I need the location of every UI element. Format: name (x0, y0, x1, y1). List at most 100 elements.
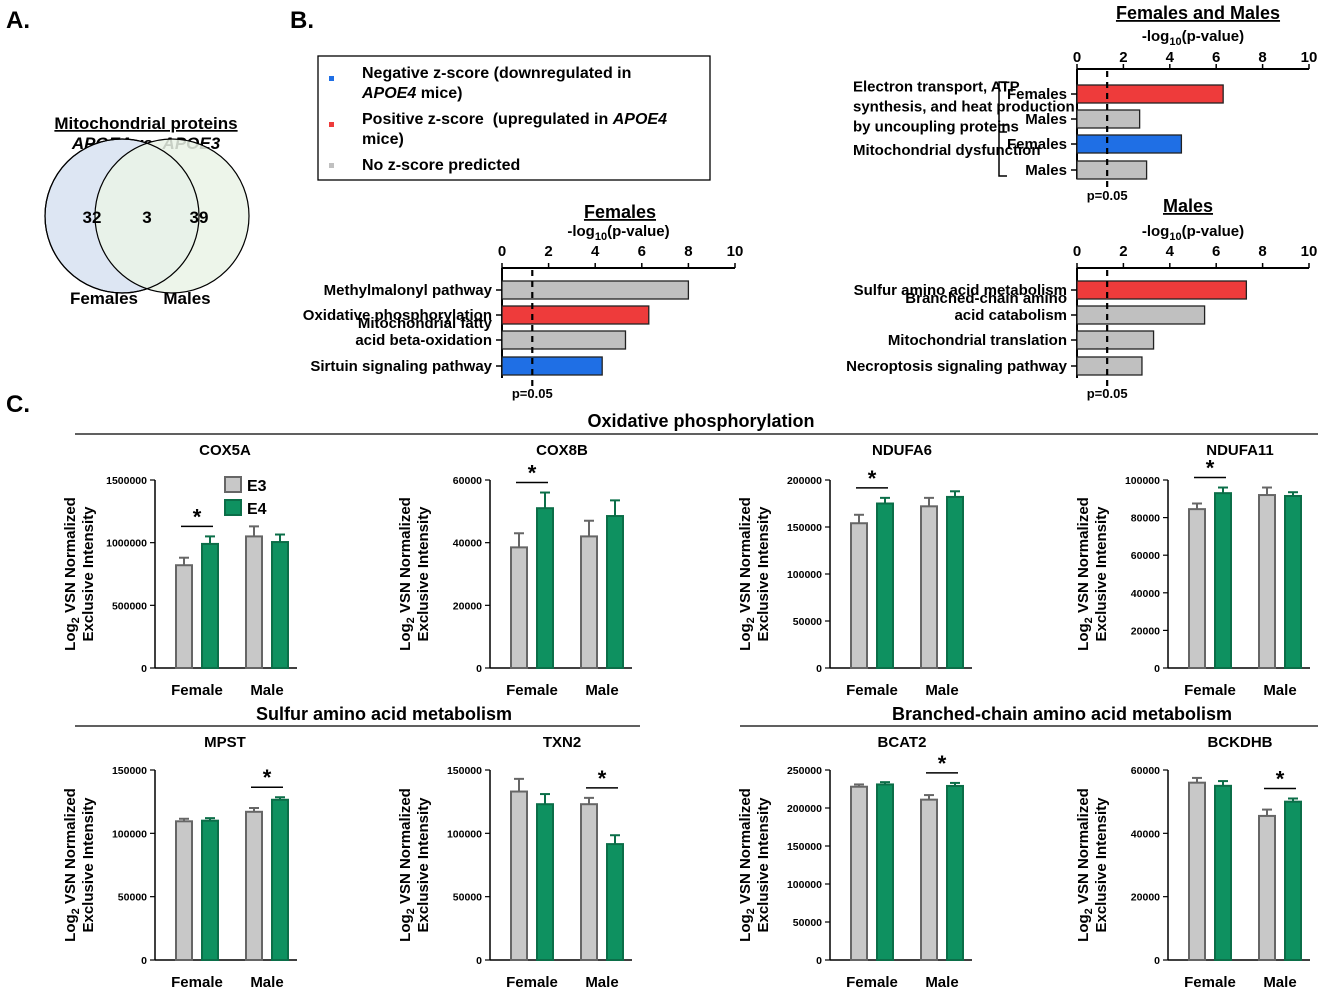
bar-y-tick-label: 20000 (1131, 625, 1160, 637)
legend-swatch-e4 (224, 499, 242, 516)
bar-y-tick-label: 20000 (1131, 892, 1160, 904)
pathway-tick-label: 6 (1212, 49, 1220, 66)
bar-e4 (201, 819, 219, 962)
bar-e3 (850, 785, 868, 961)
bar-chart-cox8b: COX8B Log2 VSN Normalized Exclusive Intens… (397, 442, 632, 699)
pathway-tick-label: 0 (498, 243, 506, 260)
pathway-row-label: acid beta-oxidation (355, 332, 492, 349)
pathway-bar (1076, 84, 1224, 104)
bar-category-label: Male (1263, 682, 1296, 699)
bar-y-tick-label: 1500000 (106, 475, 147, 487)
venn-circle-females-outline (44, 138, 200, 294)
pathway-tick-label: 6 (638, 243, 646, 260)
pathway-row-label: Females (1007, 86, 1067, 103)
bar-y-tick-label: 100000 (447, 828, 482, 840)
bar-y-tick-label: 0 (1154, 663, 1160, 675)
panel-label-c: C. (6, 391, 30, 418)
pathway-bar (1076, 356, 1143, 376)
legend-neutral: No z-score predicted (362, 157, 520, 174)
y-axis-label-line1: Log2 VSN Normalized (1075, 497, 1095, 651)
y-axis-label-line2: Exclusive Intensity (755, 797, 772, 933)
bar-chart-mpst: MPST Log2 VSN Normalized Exclusive Intensi… (62, 734, 297, 991)
bar-category-label: Female (171, 682, 223, 699)
bar-y-tick-label: 150000 (447, 765, 482, 777)
pathway-tick-label: 8 (1258, 49, 1266, 66)
venn-count-males: 39 (190, 208, 209, 227)
bar-y-tick-label: 100000 (1125, 475, 1160, 487)
pathway-threshold-label: p=0.05 (1087, 188, 1128, 203)
bar-category-label: Female (171, 974, 223, 991)
pathway-group-label: Mitochondrial dysfunction (853, 142, 1041, 159)
bar-category-label: Male (585, 974, 618, 991)
bar-category-label: Male (925, 974, 958, 991)
pathway-row-label: Sirtuin signaling pathway (310, 358, 492, 375)
ylabel-suffix: VSN Normalized (62, 497, 79, 617)
pathway-group-label: by uncoupling proteins (853, 119, 1019, 136)
pathway-tick-label: 0 (1073, 243, 1081, 260)
bar-y-tick-label: 0 (476, 663, 482, 675)
bar-chart-ndufa11: NDUFA11 Log2 VSN Normalized Exclusive Inte… (1075, 442, 1310, 699)
bar-e4 (536, 507, 554, 670)
bar-y-tick-label: 50000 (793, 616, 822, 628)
pathway-tick-label: 4 (591, 243, 600, 260)
pathway-row-label: Methylmalonyl pathway (324, 282, 493, 299)
bar-e4 (1214, 492, 1232, 669)
bar-chart-title: COX5A (199, 442, 251, 459)
legend-box (317, 55, 711, 181)
bar-y-tick-label: 50000 (118, 892, 147, 904)
bar-category-label: Male (585, 682, 618, 699)
pathway-chart-title: Males (1163, 196, 1213, 216)
bar-e3 (920, 798, 938, 962)
ylabel-subscript: 2 (405, 908, 417, 914)
bar-y-tick-label: 60000 (1131, 765, 1160, 777)
ylabel-subscript: 2 (405, 617, 417, 623)
legend-negative-line2: APOE4 mice) (361, 85, 463, 102)
ylabel-subscript: 2 (745, 617, 757, 623)
legend-label-e3: E3 (247, 478, 267, 495)
bar-y-tick-label: 0 (816, 663, 822, 675)
pathway-tick-label: 0 (1073, 49, 1081, 66)
axis-label-prefix: -log (567, 223, 595, 240)
ylabel-subscript: 2 (745, 908, 757, 914)
bar-y-tick-label: 40000 (453, 538, 482, 550)
bar-e4 (606, 515, 624, 669)
y-axis-label-line2: Exclusive Intensity (415, 797, 432, 933)
significance-star: * (868, 466, 877, 491)
ylabel-prefix: Log (1075, 623, 1092, 651)
legend-positive-apoe4: APOE4 (612, 111, 667, 128)
ylabel-prefix: Log (62, 914, 79, 942)
y-axis-label-line1: Log2 VSN Normalized (397, 788, 417, 942)
ylabel-suffix: VSN Normalized (397, 788, 414, 908)
section-title-bcaa: Branched-chain amino acid metabolism (892, 704, 1232, 724)
legend-swatch-negative (329, 76, 334, 81)
bar-category-label: Female (846, 682, 898, 699)
venn-diagram: Mitochondrial proteins APOE4 vs. APOE3 3… (44, 114, 250, 308)
section-title-oxphos: Oxidative phosphorylation (587, 411, 814, 431)
pathway-bar (501, 305, 650, 325)
ylabel-subscript: 2 (70, 617, 82, 623)
y-axis-label-line2: Exclusive Intensity (80, 506, 97, 642)
pathway-chart-title: Females and Males (1116, 3, 1280, 23)
axis-label-subscript: 10 (595, 231, 607, 243)
significance-star: * (938, 751, 947, 776)
bar-e3 (1188, 781, 1206, 962)
pathway-tick-label: 8 (1258, 243, 1266, 260)
bar-y-tick-label: 200000 (787, 475, 822, 487)
axis-label-prefix: -log (1142, 223, 1170, 240)
bar-chart-cox5a: COX5A Log2 VSN Normalized Exclusive Intens… (62, 442, 297, 699)
bar-category-label: Male (250, 974, 283, 991)
bar-y-tick-label: 50000 (793, 917, 822, 929)
bar-chart-title: MPST (204, 734, 246, 751)
y-axis-label-line1: Log2 VSN Normalized (397, 497, 417, 651)
pathway-row-label: Males (1025, 162, 1067, 179)
bar-y-tick-label: 250000 (787, 765, 822, 777)
pathway-threshold-label: p=0.05 (512, 386, 553, 401)
bar-y-tick-label: 100000 (787, 569, 822, 581)
pathway-row-label: Mitochondrial fatty (358, 315, 493, 332)
ylabel-suffix: VSN Normalized (1075, 788, 1092, 908)
ylabel-prefix: Log (1075, 914, 1092, 942)
bar-e3 (245, 810, 263, 961)
ylabel-subscript: 2 (70, 908, 82, 914)
